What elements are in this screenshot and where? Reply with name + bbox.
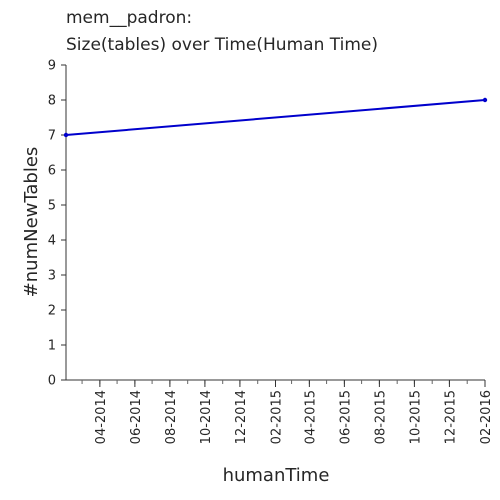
series-line — [65, 99, 486, 136]
ticks: 0 1 2 3 4 5 6 7 8 9 04-2014 06-2014 08-2014 10-2014 12… — [48, 59, 494, 445]
y-tick-label: 3 — [48, 269, 56, 284]
x-tick-label: 08-2014 — [164, 390, 179, 444]
y-tick-label: 0 — [48, 374, 56, 389]
x-tick-label: 12-2015 — [443, 390, 458, 444]
y-tick-label: 2 — [48, 304, 56, 319]
chart-title-line-2: Size(tables) over Time(Human Time) — [66, 35, 378, 55]
data-point — [482, 97, 488, 103]
y-axis-label: #numNewTables — [21, 147, 42, 298]
x-tick-label: 10-2014 — [199, 390, 214, 444]
data-point — [63, 132, 69, 138]
y-tick-label: 6 — [48, 164, 56, 179]
x-tick-label: 08-2015 — [373, 390, 388, 444]
y-tick-label: 5 — [48, 199, 56, 214]
axes — [65, 65, 485, 381]
y-tick-label: 8 — [48, 94, 56, 109]
x-tick-label: 02-2015 — [270, 390, 285, 444]
x-tick-label: 12-2014 — [234, 390, 249, 444]
x-tick-label: 10-2015 — [408, 390, 423, 444]
x-tick-label: 04-2014 — [94, 390, 109, 444]
y-tick-label: 1 — [48, 339, 56, 354]
x-tick-label: 04-2015 — [303, 390, 318, 444]
y-tick-label: 7 — [48, 129, 56, 144]
chart-title-line-1: mem__padron: — [66, 8, 192, 28]
series — [63, 97, 488, 138]
y-tick-label: 4 — [48, 234, 56, 249]
x-tick-label: 06-2015 — [338, 390, 353, 444]
y-tick-label: 9 — [48, 59, 56, 74]
x-axis-label: humanTime — [223, 465, 330, 486]
x-tick-label: 02-2016 — [479, 390, 494, 444]
x-tick-label: 06-2014 — [129, 390, 144, 444]
